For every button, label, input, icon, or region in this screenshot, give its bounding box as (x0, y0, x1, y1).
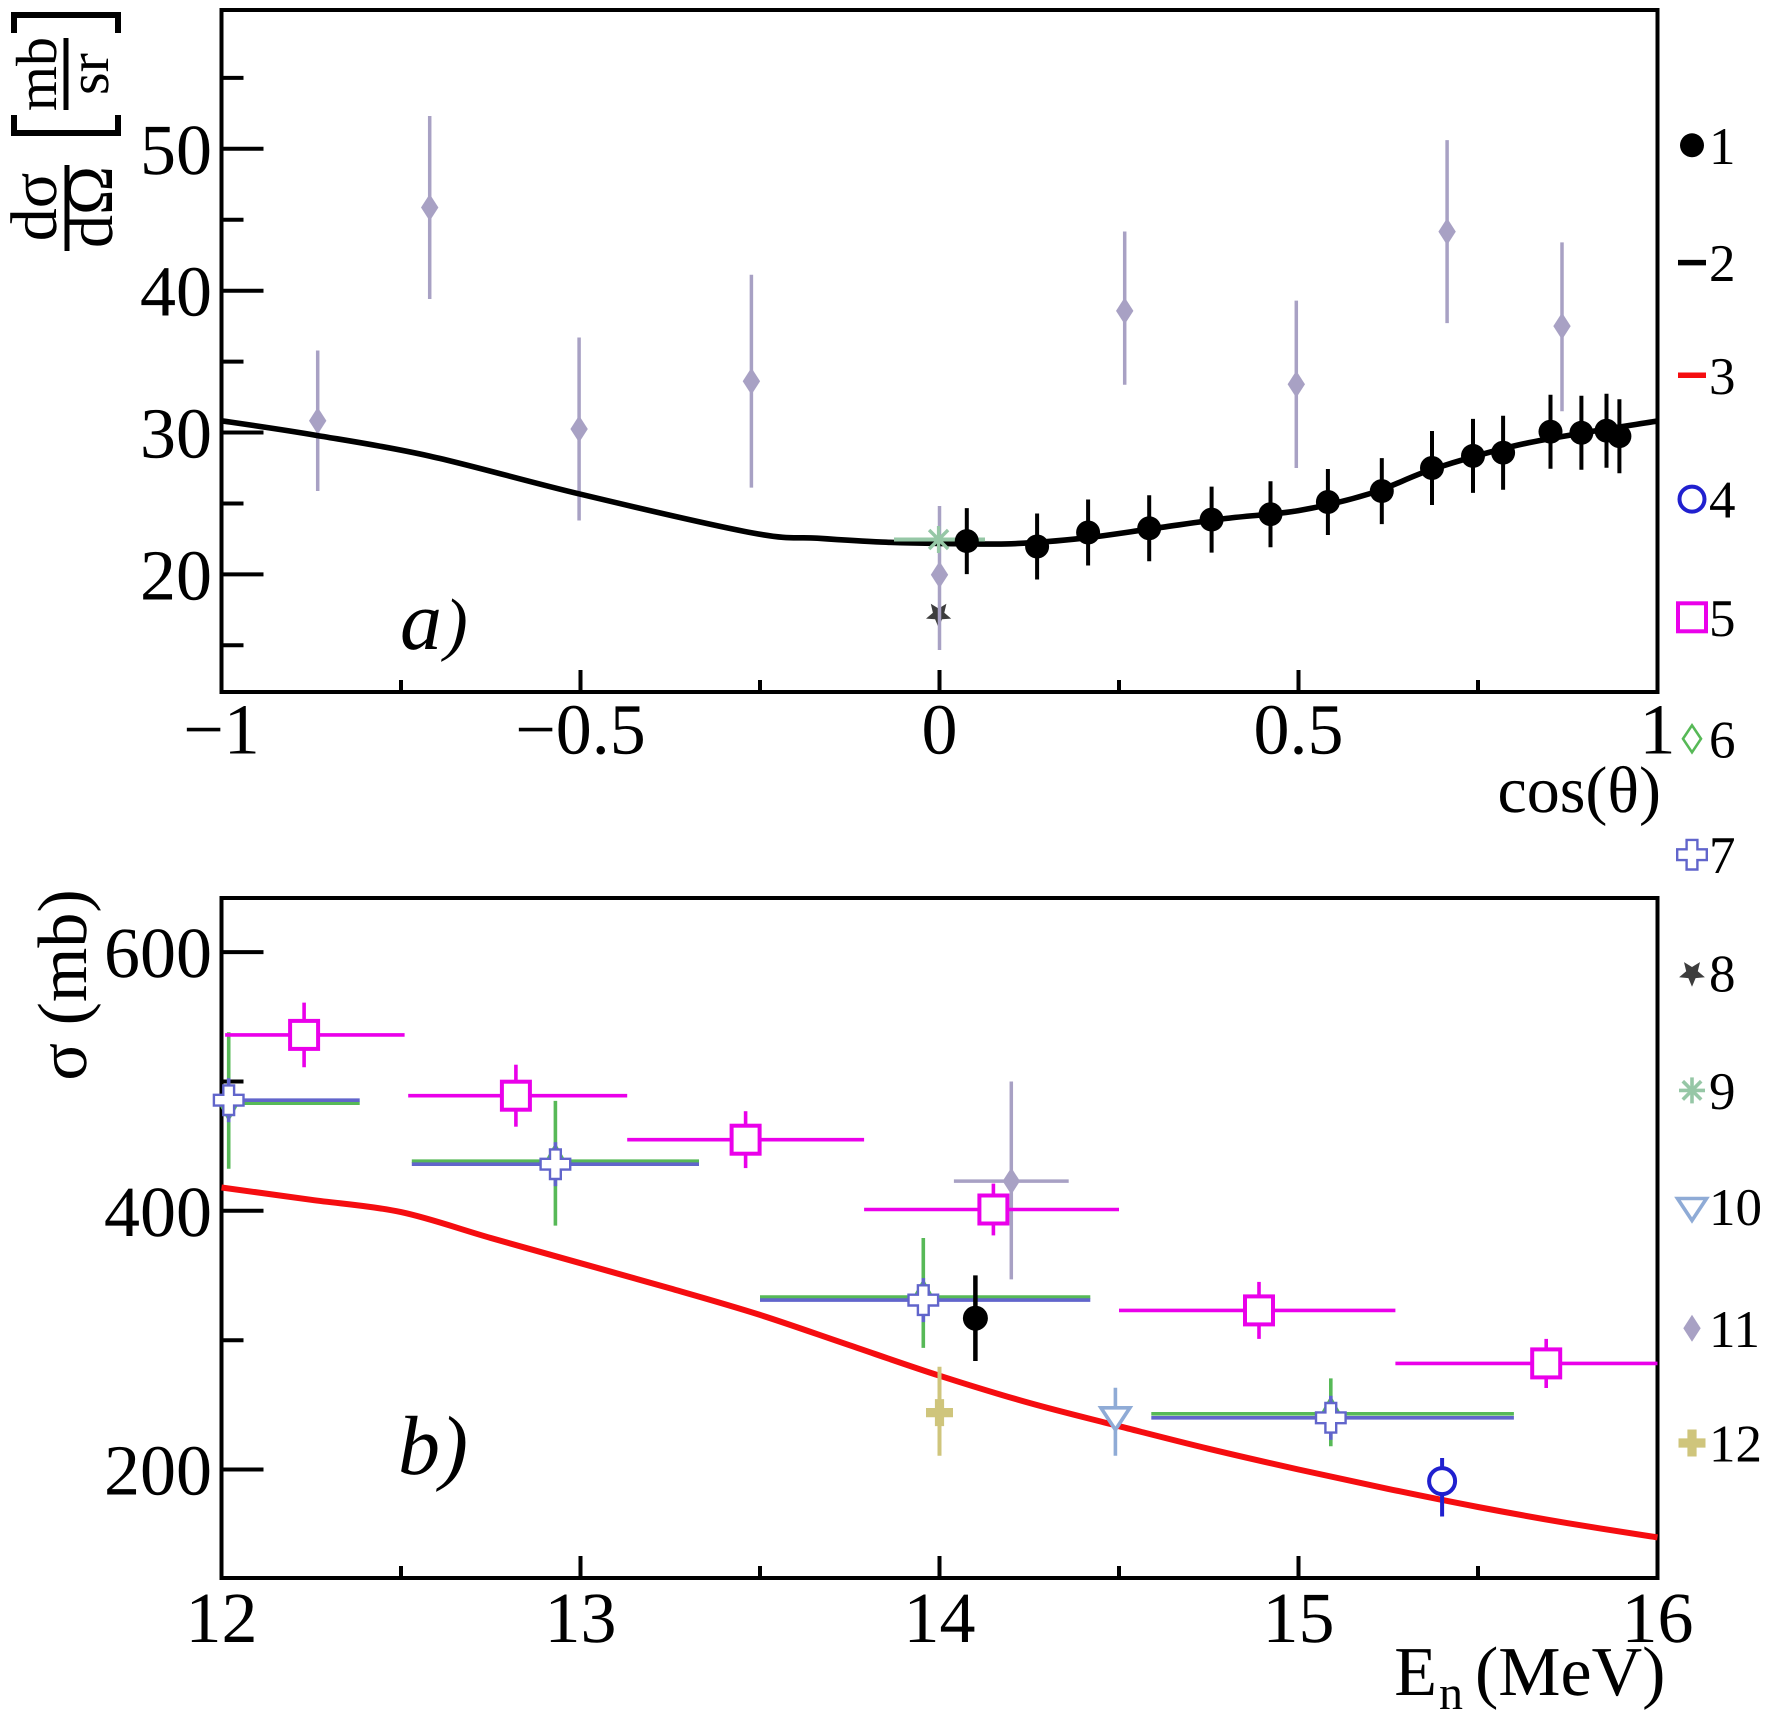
svg-text:dσ: dσ (0, 173, 71, 242)
svg-text:11: 11 (1709, 1301, 1760, 1359)
svg-text:400: 400 (104, 1172, 212, 1252)
svg-text:n: n (1439, 1667, 1463, 1720)
svg-text:5: 5 (1709, 590, 1736, 648)
svg-text:1: 1 (1640, 690, 1676, 770)
svg-text:16: 16 (1622, 1578, 1694, 1658)
svg-text:a: a (400, 575, 442, 668)
svg-text:mb: mb (4, 37, 69, 111)
svg-text:cos(θ): cos(θ) (1497, 754, 1661, 827)
svg-text:8: 8 (1709, 946, 1736, 1004)
svg-text:−1: −1 (183, 690, 260, 770)
svg-text:2: 2 (1709, 235, 1736, 293)
svg-text:3: 3 (1709, 348, 1736, 406)
svg-text:−0.5: −0.5 (515, 690, 646, 770)
svg-text:600: 600 (104, 913, 212, 993)
svg-text:4: 4 (1709, 472, 1736, 530)
svg-text:20: 20 (140, 535, 212, 615)
svg-text:13: 13 (545, 1578, 617, 1658)
svg-text:9: 9 (1709, 1063, 1736, 1121)
svg-text:12: 12 (1709, 1416, 1762, 1474)
svg-text:12: 12 (186, 1578, 258, 1658)
svg-text:40: 40 (140, 252, 212, 332)
svg-text:): ) (440, 586, 467, 663)
svg-text:6: 6 (1709, 711, 1736, 769)
svg-text:50: 50 (140, 110, 212, 190)
svg-text:0.5: 0.5 (1254, 690, 1344, 770)
svg-text:0: 0 (922, 690, 958, 770)
svg-text:E: E (1394, 1634, 1437, 1711)
svg-text:σ (mb): σ (mb) (25, 889, 102, 1080)
svg-text:7: 7 (1709, 827, 1736, 885)
svg-text:200: 200 (104, 1431, 212, 1511)
svg-text:b): b) (398, 1400, 468, 1493)
svg-text:14: 14 (904, 1578, 976, 1658)
svg-text:30: 30 (140, 394, 212, 474)
svg-text:10: 10 (1709, 1179, 1762, 1237)
svg-text:1: 1 (1709, 118, 1736, 176)
svg-text:(MeV): (MeV) (1475, 1634, 1665, 1711)
svg-text:15: 15 (1263, 1578, 1335, 1658)
